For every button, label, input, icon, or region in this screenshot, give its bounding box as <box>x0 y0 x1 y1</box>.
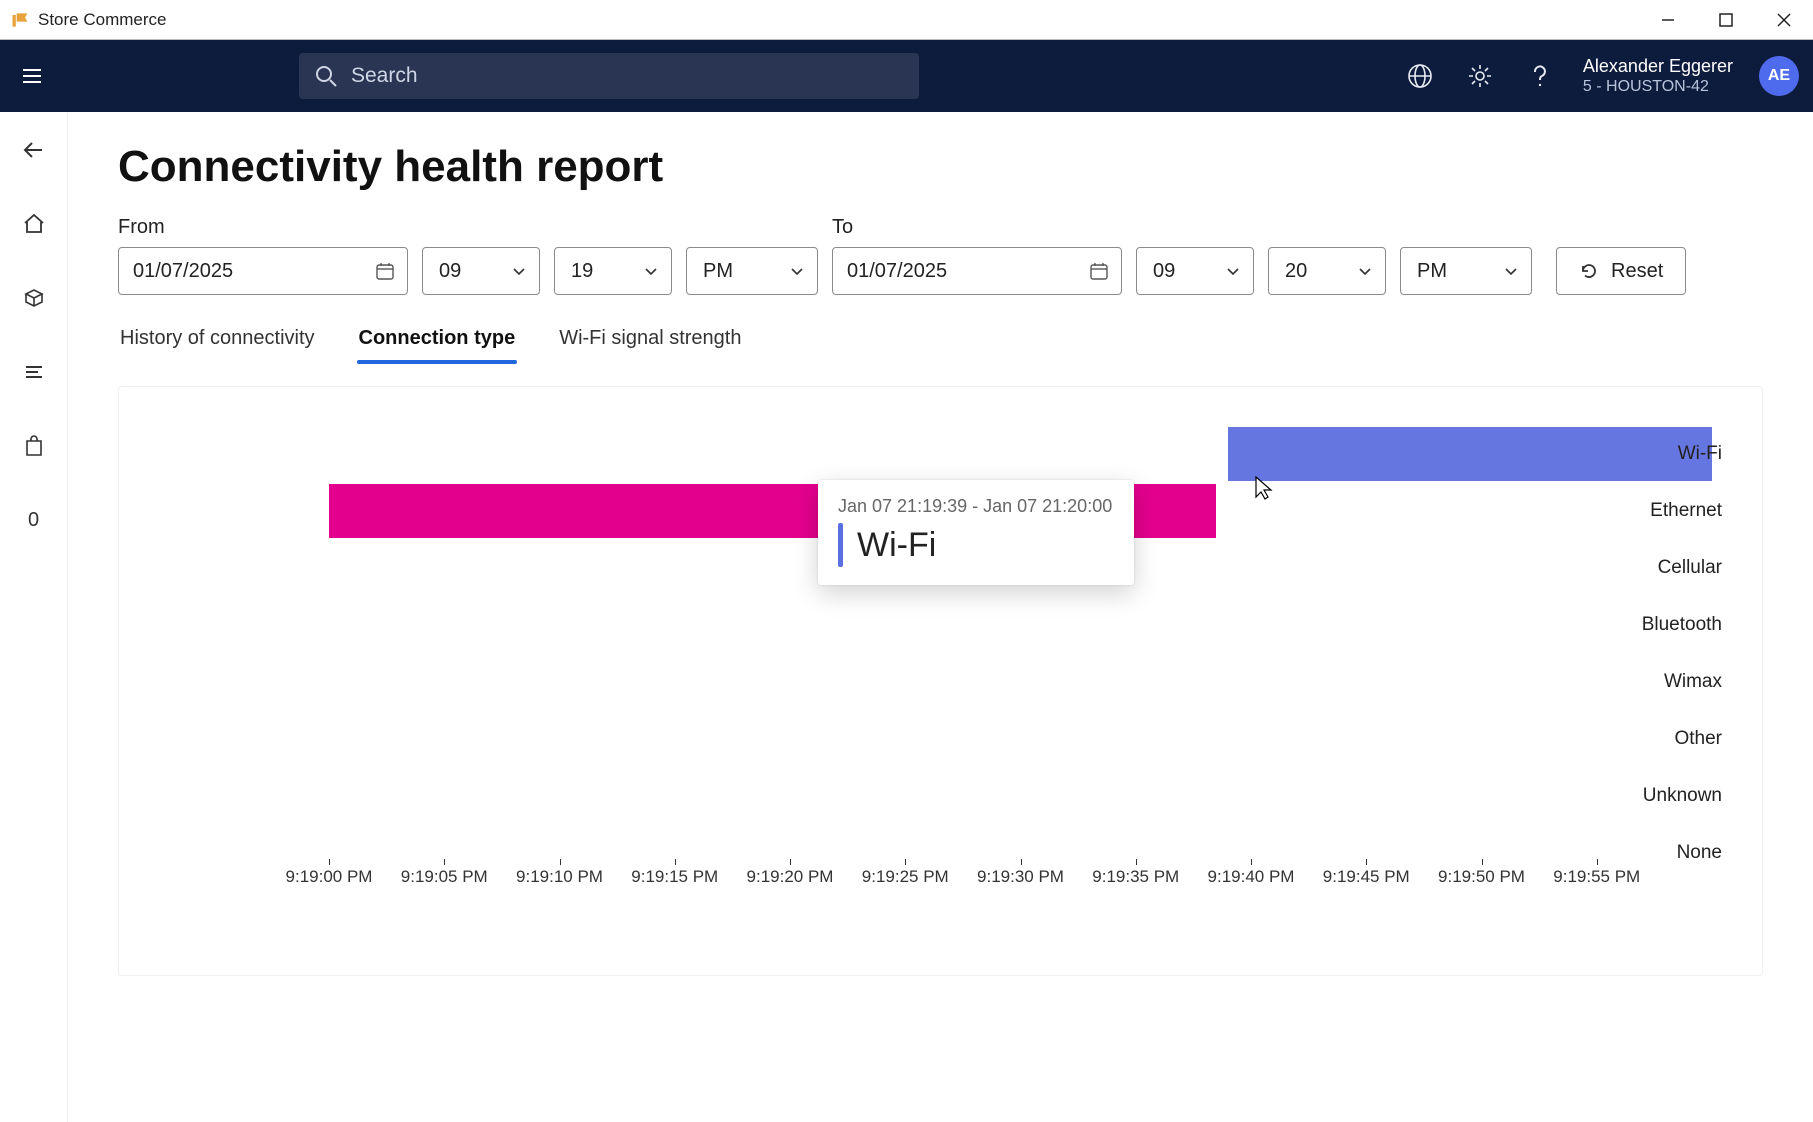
globe-icon[interactable] <box>1403 59 1437 93</box>
to-date-input[interactable]: 01/07/2025 <box>832 247 1122 295</box>
chart-x-label: 9:19:45 PM <box>1323 867 1410 887</box>
app-header: Search Alexander Eggerer 5 - HOUSTON-42 … <box>0 40 1813 112</box>
chevron-down-icon <box>1357 263 1373 279</box>
to-ampm-select[interactable]: PM <box>1400 247 1532 295</box>
from-hour-value: 09 <box>439 260 461 283</box>
tab-history-of-connectivity[interactable]: History of connectivity <box>118 321 317 364</box>
window-minimize[interactable] <box>1639 0 1697 40</box>
user-name: Alexander Eggerer <box>1583 56 1733 78</box>
chart-y-label: Ethernet <box>1562 500 1732 522</box>
to-hour-select[interactable]: 09 <box>1136 247 1254 295</box>
chevron-down-icon <box>511 263 527 279</box>
page-title: Connectivity health report <box>118 142 1763 192</box>
chart-y-label: Bluetooth <box>1562 614 1732 636</box>
from-date-input[interactable]: 01/07/2025 <box>118 247 408 295</box>
from-min-select[interactable]: 19 <box>554 247 672 295</box>
reset-button[interactable]: Reset <box>1556 247 1686 295</box>
chart-y-label: Wi-Fi <box>1562 443 1732 465</box>
chevron-down-icon <box>1503 263 1519 279</box>
left-rail: 0 <box>0 112 68 1122</box>
list-icon[interactable] <box>14 352 54 392</box>
from-label: From <box>118 216 408 239</box>
chevron-down-icon <box>789 263 805 279</box>
tooltip-accent <box>838 523 843 567</box>
rail-counter[interactable]: 0 <box>14 500 54 540</box>
chart-x-label: 9:19:05 PM <box>401 867 488 887</box>
avatar-initials: AE <box>1768 67 1790 85</box>
from-date-value: 01/07/2025 <box>133 260 233 283</box>
chart-x-label: 9:19:00 PM <box>286 867 373 887</box>
home-icon[interactable] <box>14 204 54 244</box>
chart-y-label: Cellular <box>1562 557 1732 579</box>
chart-tooltip: Jan 07 21:19:39 - Jan 07 21:20:00 Wi-Fi <box>818 480 1134 585</box>
calendar-icon <box>375 261 395 281</box>
chevron-down-icon <box>643 263 659 279</box>
chart-x-axis: 9:19:00 PM9:19:05 PM9:19:10 PM9:19:15 PM… <box>329 867 1712 897</box>
chart-x-label: 9:19:10 PM <box>516 867 603 887</box>
to-label: To <box>832 216 1122 239</box>
to-hour-value: 09 <box>1153 260 1175 283</box>
chevron-down-icon <box>1225 263 1241 279</box>
nav-menu-button[interactable] <box>12 56 52 96</box>
chart-card: 9:19:00 PM 9:19:05 PM 9:19:10 PM 9:19:15 PM… <box>118 386 1763 976</box>
tooltip-time: Jan 07 21:19:39 - Jan 07 21:20:00 <box>838 496 1112 517</box>
to-min-select[interactable]: 20 <box>1268 247 1386 295</box>
window-titlebar: Store Commerce <box>0 0 1813 40</box>
tab-wi-fi-signal-strength[interactable]: Wi-Fi signal strength <box>557 321 743 364</box>
user-block[interactable]: Alexander Eggerer 5 - HOUSTON-42 <box>1583 56 1733 97</box>
reset-label: Reset <box>1611 260 1663 283</box>
chart-x-label: 9:19:25 PM <box>862 867 949 887</box>
help-icon[interactable] <box>1523 59 1557 93</box>
cursor-icon <box>1254 475 1274 501</box>
chart-y-label: Unknown <box>1562 785 1732 807</box>
chart-y-label: Wimax <box>1562 671 1732 693</box>
filters-row: From 01/07/2025 09 19 PM To 01/07/2025 <box>118 216 1763 295</box>
bag-icon[interactable] <box>14 426 54 466</box>
from-ampm-value: PM <box>703 260 733 283</box>
from-min-value: 19 <box>571 260 593 283</box>
tab-connection-type[interactable]: Connection type <box>357 321 518 364</box>
search-icon <box>315 65 337 87</box>
tabs: History of connectivity Connection type Wi… <box>118 321 1763 364</box>
search-input[interactable]: Search <box>299 53 919 99</box>
back-button[interactable] <box>14 130 54 170</box>
search-placeholder: Search <box>351 64 418 88</box>
chart-x-label: 9:19:40 PM <box>1208 867 1295 887</box>
gear-icon[interactable] <box>1463 59 1497 93</box>
reset-icon <box>1579 261 1599 281</box>
user-location: 5 - HOUSTON-42 <box>1583 77 1709 96</box>
from-ampm-select[interactable]: PM <box>686 247 818 295</box>
chart-y-label: Other <box>1562 728 1732 750</box>
main-content: Connectivity health report From 01/07/20… <box>68 112 1813 1122</box>
app-icon <box>10 10 30 30</box>
app-title: Store Commerce <box>38 10 166 30</box>
chart-x-label: 9:19:30 PM <box>977 867 1064 887</box>
window-close[interactable] <box>1755 0 1813 40</box>
products-icon[interactable] <box>14 278 54 318</box>
rail-counter-value: 0 <box>28 509 39 532</box>
calendar-icon <box>1089 261 1109 281</box>
to-ampm-value: PM <box>1417 260 1447 283</box>
from-hour-select[interactable]: 09 <box>422 247 540 295</box>
tooltip-label: Wi-Fi <box>857 526 936 565</box>
to-min-value: 20 <box>1285 260 1307 283</box>
window-maximize[interactable] <box>1697 0 1755 40</box>
avatar[interactable]: AE <box>1759 56 1799 96</box>
chart-x-label: 9:19:20 PM <box>747 867 834 887</box>
chart-x-label: 9:19:50 PM <box>1438 867 1525 887</box>
to-date-value: 01/07/2025 <box>847 260 947 283</box>
chart-x-label: 9:19:35 PM <box>1092 867 1179 887</box>
chart-x-label: 9:19:15 PM <box>631 867 718 887</box>
chart-x-label: 9:19:55 PM <box>1553 867 1640 887</box>
chart-y-label: None <box>1562 842 1732 864</box>
